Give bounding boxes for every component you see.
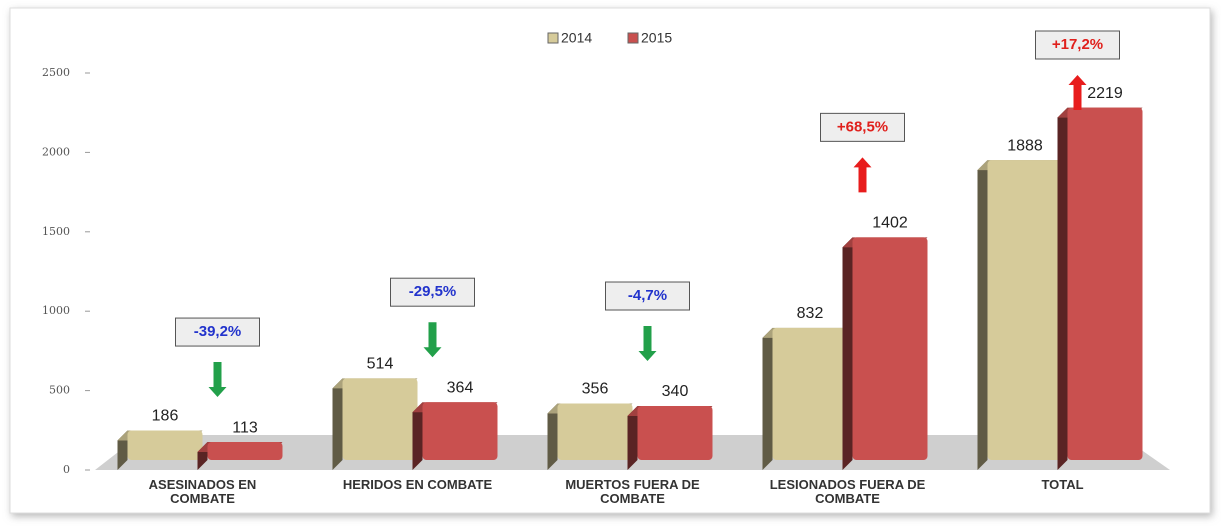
value-label: 1402 — [872, 215, 908, 232]
value-label: 356 — [582, 381, 609, 398]
y-tick-label: 1500 — [42, 225, 70, 238]
bar-side — [843, 237, 853, 470]
bar — [128, 430, 203, 460]
change-label: -4,7% — [628, 287, 667, 304]
legend-label: 2015 — [641, 30, 672, 46]
chart: 0 500 1000 1500 2000 2500 2014 2015 186 113 -39,2%… — [0, 0, 1221, 527]
value-label: 514 — [367, 356, 394, 373]
change-label: -29,5% — [409, 283, 457, 300]
change-label: +68,5% — [837, 118, 888, 135]
legend-label: 2014 — [561, 30, 592, 46]
y-tick-label: 2000 — [42, 145, 70, 158]
value-label: 113 — [232, 419, 258, 436]
bar — [638, 406, 713, 460]
x-tick-label: TOTAL — [978, 478, 1148, 492]
legend-swatch — [628, 33, 638, 43]
bar — [773, 328, 848, 460]
bar — [423, 402, 498, 460]
y-tick-label: 2500 — [42, 66, 70, 79]
chart-page: 0 500 1000 1500 2000 2500 2014 2015 186 113 -39,2%… — [0, 0, 1221, 527]
bar-side — [763, 328, 773, 470]
bar — [1068, 108, 1143, 460]
y-tick-label: 500 — [49, 384, 70, 397]
x-tick-label: LESIONADOS FUERA DE COMBATE — [763, 478, 933, 506]
value-label: 186 — [152, 408, 179, 425]
bar — [558, 403, 633, 460]
bar-side — [978, 160, 988, 470]
bar — [988, 160, 1063, 460]
x-tick-label: MUERTOS FUERA DE COMBATE — [548, 478, 718, 506]
x-tick-label: HERIDOS EN COMBATE — [333, 478, 503, 492]
value-label: 2219 — [1087, 85, 1123, 102]
bar — [853, 237, 928, 460]
bar-side — [413, 402, 423, 470]
y-tick-label: 1000 — [42, 304, 70, 317]
bar-side — [1058, 108, 1068, 470]
legend-swatch — [548, 33, 558, 43]
bar — [208, 442, 283, 460]
bar — [343, 378, 418, 460]
value-label: 364 — [447, 379, 474, 396]
change-label: -39,2% — [194, 323, 242, 340]
value-label: 340 — [662, 383, 689, 400]
change-label: +17,2% — [1052, 36, 1103, 53]
value-label: 1888 — [1007, 137, 1043, 154]
x-tick-label: ASESINADOS EN COMBATE — [118, 478, 288, 506]
value-label: 832 — [797, 305, 824, 322]
bar-side — [333, 378, 343, 470]
y-tick-label: 0 — [63, 463, 70, 476]
